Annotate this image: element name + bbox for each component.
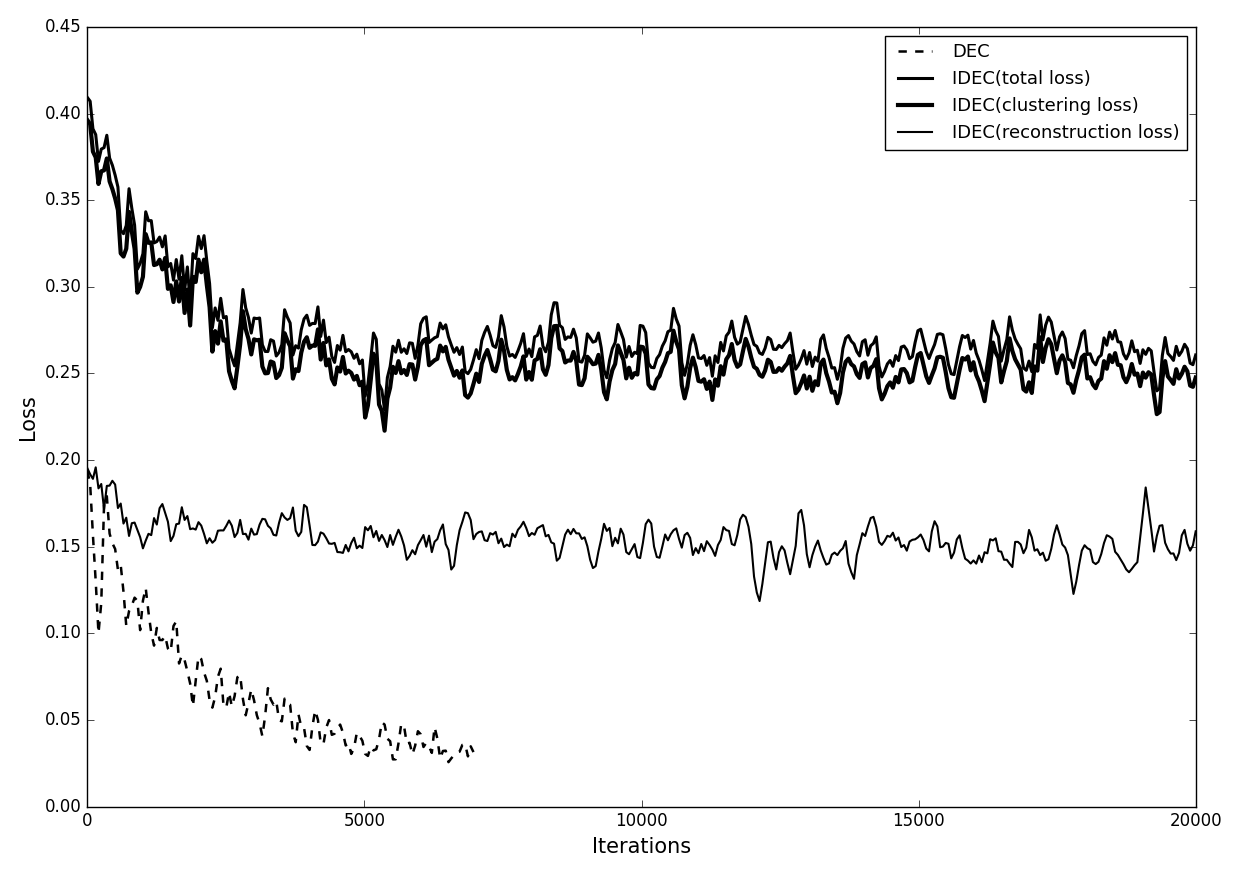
IDEC(total loss)	[780, 335, 795, 346]
IDEC(reconstruction loss)	[1188, 526, 1203, 536]
IDEC(reconstruction loss)	[444, 564, 459, 575]
IDEC(clustering loss)	[377, 425, 392, 436]
IDEC(total loss)	[883, 355, 898, 366]
IDEC(total loss)	[1188, 350, 1203, 360]
IDEC(clustering loss)	[883, 377, 898, 388]
IDEC(reconstruction loss)	[522, 531, 537, 542]
Legend: DEC, IDEC(total loss), IDEC(clustering loss), IDEC(reconstruction loss): DEC, IDEC(total loss), IDEC(clustering l…	[885, 36, 1187, 150]
Line: DEC: DEC	[87, 471, 474, 762]
IDEC(clustering loss)	[888, 372, 903, 382]
IDEC(total loss)	[377, 404, 392, 415]
Line: IDEC(clustering loss): IDEC(clustering loss)	[87, 120, 1195, 430]
IDEC(reconstruction loss)	[753, 596, 768, 606]
IDEC(clustering loss)	[522, 367, 537, 377]
Y-axis label: Loss: Loss	[19, 394, 38, 439]
IDEC(total loss)	[444, 340, 459, 350]
DEC	[441, 757, 456, 767]
IDEC(clustering loss)	[79, 115, 94, 125]
DEC	[466, 747, 481, 758]
IDEC(reconstruction loss)	[216, 525, 231, 536]
IDEC(reconstruction loss)	[885, 528, 900, 538]
DEC	[79, 466, 94, 476]
X-axis label: Iterations: Iterations	[591, 837, 691, 857]
IDEC(total loss)	[213, 293, 228, 304]
IDEC(clustering loss)	[780, 358, 795, 368]
Line: IDEC(reconstruction loss): IDEC(reconstruction loss)	[87, 467, 1195, 601]
DEC	[119, 620, 134, 631]
IDEC(reconstruction loss)	[88, 462, 103, 472]
IDEC(reconstruction loss)	[782, 569, 797, 579]
DEC	[272, 715, 286, 725]
IDEC(total loss)	[79, 92, 94, 102]
IDEC(clustering loss)	[444, 362, 459, 373]
DEC	[149, 623, 164, 634]
DEC	[102, 528, 117, 539]
IDEC(total loss)	[522, 344, 537, 354]
DEC	[94, 598, 109, 608]
IDEC(clustering loss)	[1188, 373, 1203, 383]
IDEC(reconstruction loss)	[79, 463, 94, 473]
IDEC(total loss)	[888, 350, 903, 360]
IDEC(clustering loss)	[213, 316, 228, 326]
DEC	[464, 741, 479, 752]
Line: IDEC(total loss): IDEC(total loss)	[87, 97, 1195, 410]
IDEC(reconstruction loss)	[892, 532, 906, 542]
